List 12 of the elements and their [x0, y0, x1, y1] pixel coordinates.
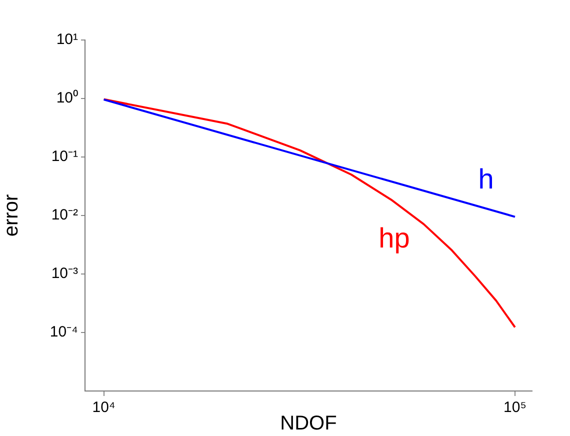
- x-tick-label: 10⁵: [504, 399, 526, 416]
- y-axis-title: error: [0, 194, 23, 237]
- y-tick-label: 10⁻¹: [51, 148, 78, 166]
- y-tick-label: 10¹: [56, 31, 78, 48]
- series-label: hp: [378, 222, 410, 254]
- x-tick-label: 10⁴: [92, 399, 116, 416]
- y-tick-label: 10⁻³: [51, 265, 78, 282]
- y-tick-label: 10⁻⁴: [50, 324, 78, 341]
- x-axis-title: NDOF: [280, 412, 337, 435]
- y-tick-label: 10⁰: [56, 90, 78, 107]
- y-tick-label: 10⁻²: [51, 206, 78, 224]
- series-label: h: [478, 164, 494, 195]
